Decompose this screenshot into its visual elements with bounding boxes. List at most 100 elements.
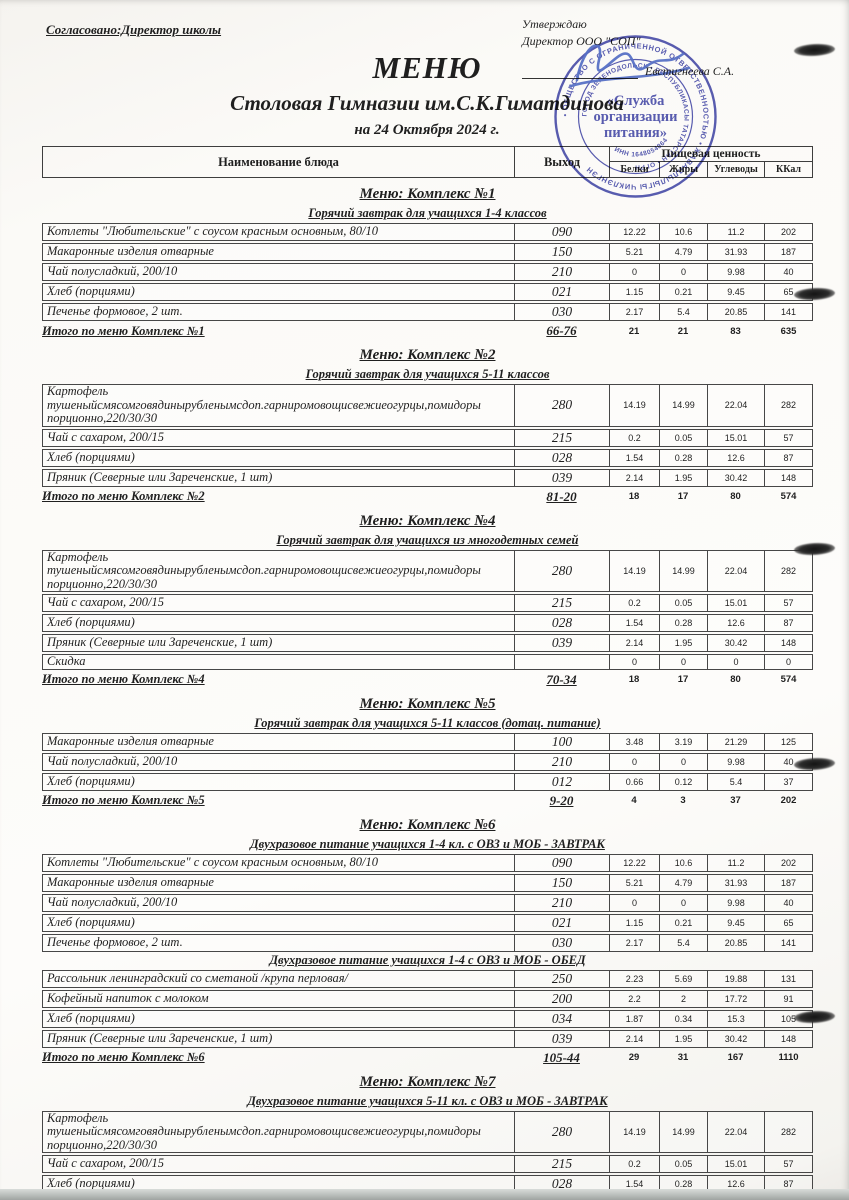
- carbs-cell: 15.3: [708, 1010, 765, 1027]
- carbs-cell: 9.45: [708, 914, 765, 931]
- group-subtitle: Горячий завтрак для учащихся 5-11 классо…: [305, 367, 550, 381]
- carbs-cell: 31.93: [708, 874, 765, 891]
- total-label: Итого по меню Комплекс №2: [42, 489, 205, 503]
- protein-cell: 2.17: [610, 304, 660, 320]
- kcal-cell: 87: [783, 452, 794, 463]
- stamp-center-line2: организации: [594, 109, 678, 125]
- total-fat: 3: [680, 795, 686, 806]
- col-header-nutrition: Пищевая ценность: [610, 147, 812, 162]
- total-label: Итого по меню Комплекс №1: [42, 323, 205, 338]
- table-row: Хлеб (порциями) 034 1.87 0.34 15.3 105: [42, 1009, 813, 1028]
- carbs-cell: 15.01: [708, 429, 765, 446]
- carbs-cell: 21.29: [708, 733, 765, 750]
- section-total-row: Итого по меню Комплекс №1 66-76 21 21 83 635: [42, 323, 813, 339]
- portion-cell: 030: [515, 934, 610, 951]
- fat-cell: 4.79: [660, 874, 708, 891]
- portion-cell: 021: [515, 284, 610, 300]
- total-portion: 70-34: [546, 671, 577, 687]
- table-row: Чай с сахаром, 200/15 215 0.2 0.05 15.01 57: [42, 594, 813, 612]
- section-title: Меню: Комплекс №1: [359, 186, 496, 202]
- carbs-cell: 20.85: [708, 934, 765, 951]
- kcal-cell: 282: [780, 565, 797, 576]
- scan-bottom-edge: [0, 1189, 849, 1200]
- dish-name-cell: Хлеб (порциями): [43, 773, 515, 790]
- portion-cell: 280: [515, 1111, 610, 1152]
- protein-cell: 3.48: [610, 733, 660, 750]
- total-carbs: 167: [727, 1052, 744, 1063]
- carbs-cell: 30.42: [708, 469, 765, 486]
- table-row: Печенье формовое, 2 шт. 030 2.17 5.4 20.85 14…: [42, 933, 813, 952]
- carbs-cell: 15.01: [708, 1156, 765, 1172]
- dish-name-cell: Чай с сахаром, 200/15: [43, 429, 515, 446]
- protein-cell: 2.14: [610, 469, 660, 486]
- total-portion: 9-20: [549, 792, 574, 808]
- fat-cell: 0: [660, 894, 708, 911]
- fat-cell: 5.4: [660, 934, 708, 951]
- doc-date: на 24 Октября 2024 г.: [354, 122, 500, 138]
- table-row: Котлеты "Любительские" с соусом красным …: [42, 853, 813, 872]
- total-protein: 29: [628, 1052, 640, 1063]
- col-header-protein: Белки: [610, 162, 660, 177]
- table-row: Печенье формовое, 2 шт. 030 2.17 5.4 20.85 14…: [42, 303, 813, 321]
- protein-cell: 0.2: [610, 595, 660, 611]
- kcal-cell: 202: [780, 857, 797, 868]
- kcal-cell: 0: [785, 656, 791, 667]
- menu-table: Котлеты "Любительские" с соусом красным …: [42, 853, 813, 952]
- protein-cell: 2.2: [610, 990, 660, 1007]
- carbs-cell: 9.98: [708, 753, 765, 770]
- kcal-cell: 282: [780, 1126, 797, 1137]
- portion-cell: 210: [515, 753, 610, 770]
- portion-cell: 250: [515, 970, 610, 987]
- protein-cell: 1.15: [610, 914, 660, 931]
- dish-name-cell: Печенье формовое, 2 шт.: [43, 934, 515, 951]
- carbs-cell: 22.04: [708, 1111, 765, 1152]
- carbs-cell: 11.2: [708, 224, 765, 240]
- dish-name-cell: Макаронные изделия отварные: [43, 874, 515, 891]
- total-kcal: 635: [780, 325, 797, 337]
- section-total-row: Итого по меню Комплекс №5 9-20 4 3 37 202: [42, 793, 813, 809]
- carbs-cell: 19.88: [708, 970, 765, 987]
- total-portion: 81-20: [546, 488, 577, 504]
- kcal-cell: 87: [783, 1179, 794, 1189]
- menu-table: Котлеты "Любительские" с соусом красным …: [42, 223, 813, 321]
- table-row: Картофель тушеныйсмясомговядинырубленымс…: [42, 549, 813, 592]
- table-row: Рассольник ленинградский со сметаной /кр…: [42, 969, 813, 988]
- kcal-cell: 57: [783, 432, 794, 443]
- table-row: Хлеб (порциями) 028 1.54 0.28 12.6 87: [42, 448, 813, 467]
- table-row: Чай с сахаром, 200/15 215 0.2 0.05 15.01 57: [42, 428, 813, 447]
- carbs-cell: 9.98: [708, 264, 765, 280]
- approve-director: Директор ООО "СОП": [522, 33, 641, 48]
- total-carbs: 80: [730, 674, 741, 685]
- dish-name-cell: Пряник (Северные или Зареченские, 1 шт): [43, 469, 515, 486]
- carbs-cell: 0: [708, 655, 765, 669]
- carbs-cell: 11.2: [708, 854, 765, 871]
- fat-cell: 5.4: [660, 304, 708, 320]
- fat-cell: 0.05: [660, 595, 708, 611]
- dish-name-cell: Пряник (Северные или Зареченские, 1 шт): [43, 635, 515, 651]
- carbs-cell: 31.93: [708, 244, 765, 260]
- dish-name-cell: Картофель тушеныйсмясомговядинырубленымс…: [43, 550, 515, 591]
- section-title: Меню: Комплекс №5: [359, 695, 496, 712]
- total-fat: 21: [677, 325, 689, 337]
- kcal-cell: 282: [780, 400, 797, 411]
- fat-cell: 0: [660, 264, 708, 280]
- group-subtitle: Двухразовое питание учащихся 1-4 с ОВЗ и…: [269, 952, 586, 967]
- kcal-cell: 105: [780, 1013, 797, 1024]
- menu-table: Картофель тушеныйсмясомговядинырубленымс…: [42, 384, 813, 487]
- dish-name-cell: Чай полусладкий, 200/10: [43, 753, 515, 770]
- carbs-cell: 12.6: [708, 1176, 765, 1192]
- carbs-cell: 30.42: [708, 635, 765, 651]
- protein-cell: 12.22: [610, 854, 660, 871]
- dish-name-cell: Рассольник ленинградский со сметаной /кр…: [43, 970, 515, 987]
- menu-section: Меню: Комплекс №2 Горячий завтрак для уча…: [42, 347, 813, 505]
- kcal-cell: 187: [780, 877, 797, 888]
- scan-artifact-blob: [793, 42, 836, 58]
- portion-cell: [515, 655, 610, 669]
- portion-cell: 210: [515, 264, 610, 280]
- protein-cell: 0.66: [610, 773, 660, 790]
- doc-title: МЕНЮ: [372, 50, 482, 85]
- fat-cell: 14.99: [660, 385, 708, 426]
- protein-cell: 12.22: [610, 224, 660, 240]
- portion-cell: 215: [515, 595, 610, 611]
